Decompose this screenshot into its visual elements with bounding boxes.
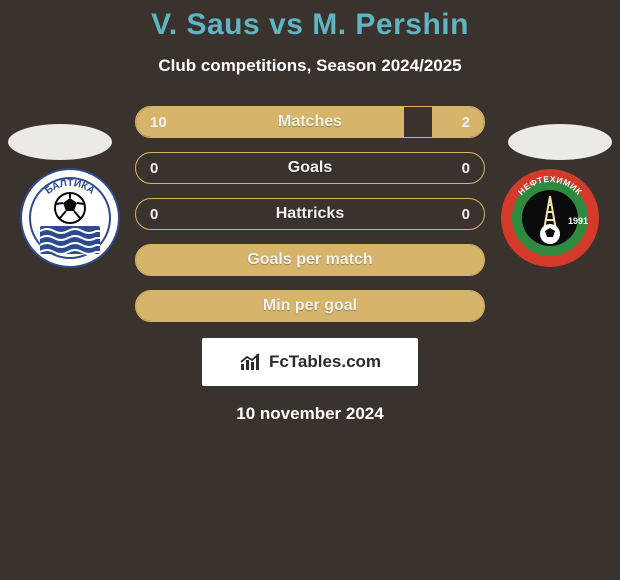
footer-date: 10 november 2024 (0, 404, 620, 424)
stat-value-left: 0 (150, 160, 158, 177)
stat-bar-fill-left (136, 107, 404, 137)
stat-label: Matches (278, 113, 342, 131)
stat-bar-4: Min per goal (135, 290, 485, 322)
page-root: V. Saus vs M. Pershin Club competitions,… (0, 0, 620, 424)
stat-value-right: 0 (462, 160, 470, 177)
player-avatar-left (8, 124, 112, 160)
watermark-icon (239, 352, 263, 372)
watermark-box: FcTables.com (202, 338, 418, 386)
stat-label: Min per goal (263, 297, 357, 315)
page-title: V. Saus vs M. Pershin (0, 8, 620, 42)
stat-value-left: 0 (150, 206, 158, 223)
club-badge-left: БАЛТИКА (20, 168, 120, 268)
stat-bar-fill-right (432, 107, 484, 137)
stat-value-right: 0 (462, 206, 470, 223)
stat-bar-2: 0 0 Hattricks (135, 198, 485, 230)
club-badge-left-svg: БАЛТИКА (20, 168, 120, 268)
stat-bar-3: Goals per match (135, 244, 485, 276)
club-badge-right-svg: НЕФТЕХИМИК 1991 (500, 168, 600, 268)
stat-label: Goals (288, 159, 332, 177)
comparison-stage: БАЛТИКА (0, 106, 620, 424)
svg-text:1991: 1991 (568, 216, 588, 226)
club-badge-right: НЕФТЕХИМИК 1991 (500, 168, 600, 268)
stat-value-right: 2 (462, 114, 470, 131)
stat-bar-1: 0 0 Goals (135, 152, 485, 184)
stat-value-left: 10 (150, 114, 167, 131)
stat-bar-0: 10 2 Matches (135, 106, 485, 138)
stat-label: Goals per match (247, 251, 372, 269)
stat-label: Hattricks (276, 205, 344, 223)
watermark-text: FcTables.com (269, 352, 381, 372)
page-subtitle: Club competitions, Season 2024/2025 (0, 56, 620, 76)
stat-bars: 10 2 Matches 0 0 Goals 0 0 Hattricks Goals per ma… (135, 106, 485, 322)
player-avatar-right (508, 124, 612, 160)
